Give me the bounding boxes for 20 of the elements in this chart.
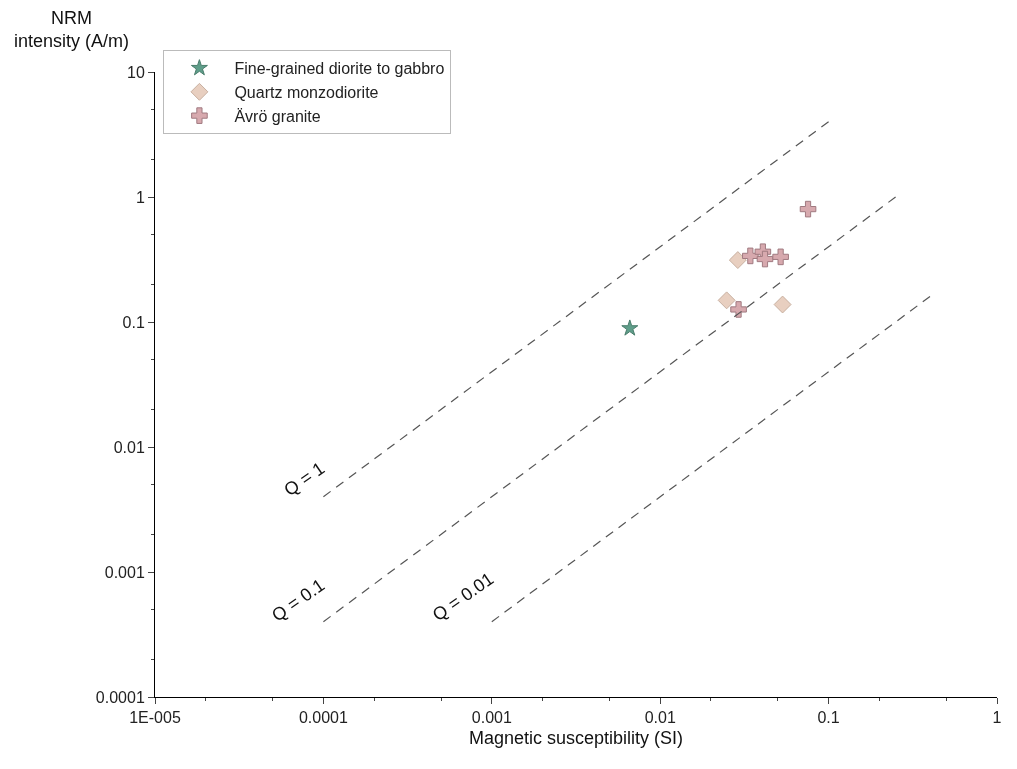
x-tick-label: 0.0001 [298, 709, 348, 727]
legend-label: Fine-grained diorite to gabbro [234, 60, 445, 78]
legend-label: Quartz monzodiorite [234, 84, 379, 102]
legend-label: Ävrö granite [234, 107, 321, 125]
y-tick-label: 0.01 [113, 438, 145, 456]
x-tick-label: 0.001 [471, 709, 512, 727]
y-axis-title: NRM intensity (A/m) [14, 8, 130, 52]
x-tick-label: 0.1 [817, 709, 840, 727]
text: Q = 0.01 [428, 568, 498, 625]
x-tick-label: 0.01 [644, 709, 676, 727]
x-tick-label: 1E-005 [129, 709, 181, 727]
y-tick-label: 0.0001 [95, 688, 145, 706]
text: Q = 1 [280, 458, 329, 501]
y-tick-label: 1 [135, 188, 145, 206]
text: Q = 0.1 [268, 574, 329, 626]
x-axis-title: Magnetic susceptibility (SI) [468, 728, 684, 749]
y-tick-label: 0.1 [122, 313, 145, 331]
y-tick-label: 0.001 [104, 563, 145, 581]
y-tick-label: 10 [127, 63, 145, 81]
x-tick-label: 1 [992, 709, 1002, 727]
